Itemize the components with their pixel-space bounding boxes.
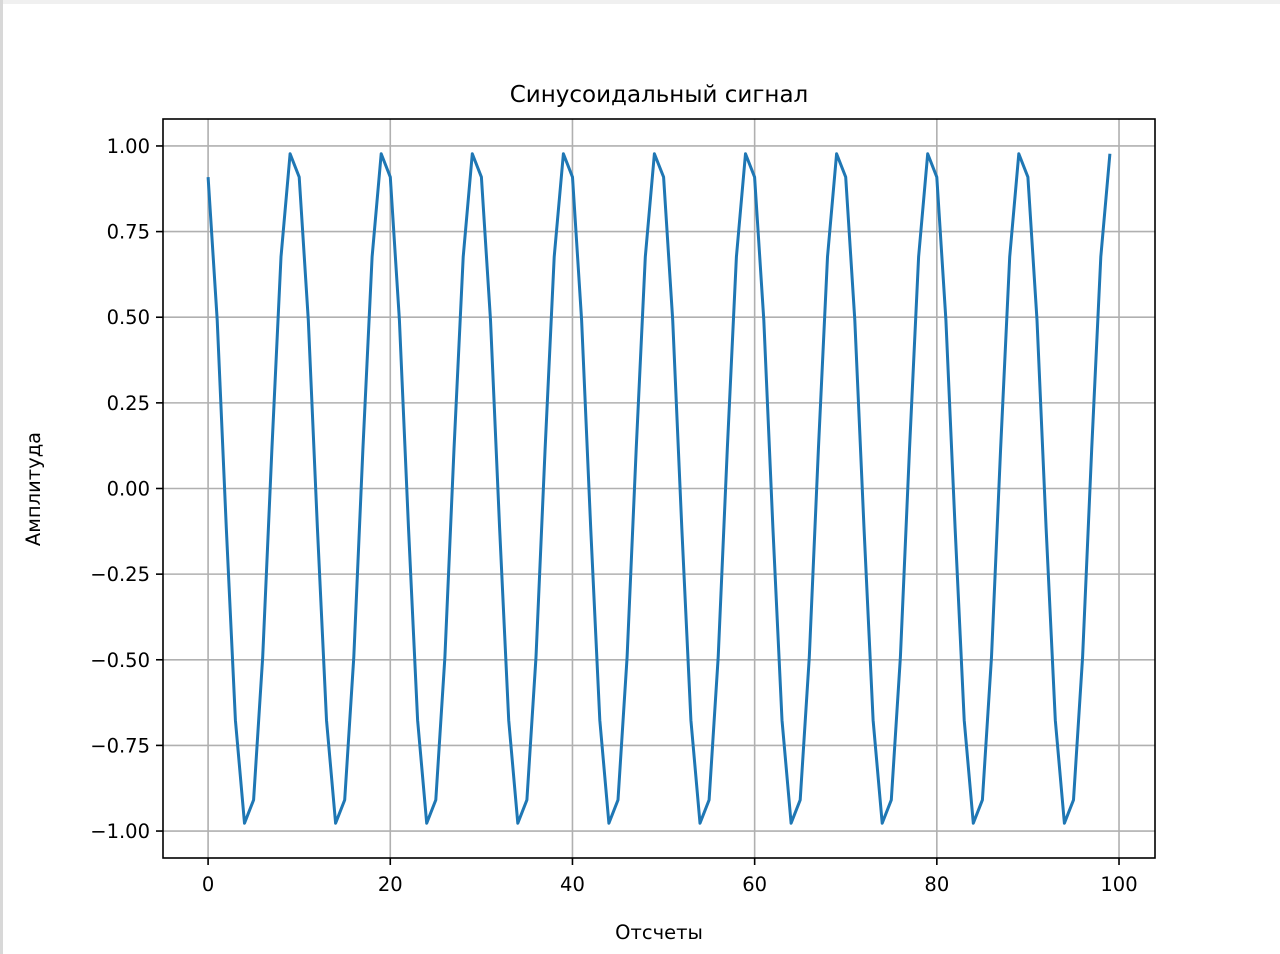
y-tick-label: −0.50 xyxy=(90,649,150,672)
x-tick-label: 60 xyxy=(742,873,767,896)
x-tick-label: 0 xyxy=(202,873,214,896)
x-axis-label: Отсчеты xyxy=(615,921,703,944)
ticks: 0 20 40 60 80 100 1.00 0.75 0.50 0.25 0.00 −0.25 −0.… xyxy=(90,135,1137,896)
y-tick-label: 0.75 xyxy=(107,221,150,244)
y-tick-label: 0.00 xyxy=(107,478,150,501)
y-axis-label: Амплитуда xyxy=(22,432,45,546)
chart-title: Синусоидальный сигнал xyxy=(510,82,809,108)
x-tick-label: 40 xyxy=(560,873,585,896)
y-tick-label: −0.25 xyxy=(90,563,150,586)
x-tick-label: 80 xyxy=(924,873,949,896)
x-tick-label: 100 xyxy=(1100,873,1137,896)
grid xyxy=(163,119,1155,858)
y-tick-label: −1.00 xyxy=(90,820,150,843)
y-tick-label: 0.25 xyxy=(107,392,150,415)
window-left-edge xyxy=(0,0,3,954)
window-top-bar xyxy=(0,0,1280,4)
y-tick-label: −0.75 xyxy=(90,734,150,757)
x-tick-label: 20 xyxy=(378,873,403,896)
y-tick-label: 1.00 xyxy=(107,135,150,158)
axes-frame xyxy=(162,118,1156,859)
y-tick-label: 0.50 xyxy=(107,306,150,329)
series-line xyxy=(206,152,1112,825)
